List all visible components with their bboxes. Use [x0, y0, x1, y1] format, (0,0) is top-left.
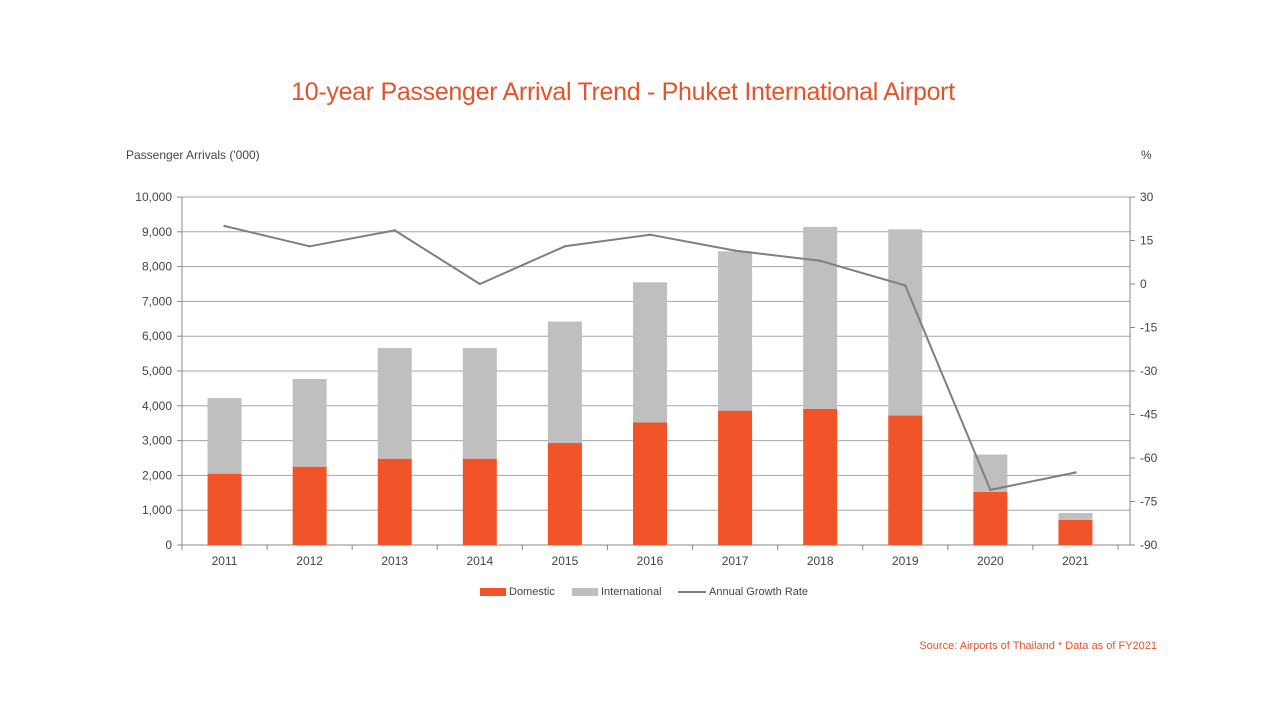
x-tick-label: 2016	[637, 554, 664, 568]
growth-rate-point	[393, 229, 396, 232]
bar-international	[207, 398, 242, 474]
y-tick-label: 10,000	[135, 190, 172, 204]
y2-tick-label: 15	[1140, 234, 1154, 248]
x-tick-label: 2017	[722, 554, 749, 568]
bar-domestic	[973, 491, 1008, 545]
x-tick-label: 2015	[552, 554, 579, 568]
y-tick-label: 8,000	[142, 260, 172, 274]
y2-tick-label: -30	[1140, 364, 1158, 378]
bar-domestic	[547, 443, 582, 545]
legend-swatch-domestic	[480, 588, 506, 596]
legend-label-international: International	[601, 586, 662, 598]
y2-tick-label: 0	[1140, 277, 1147, 291]
bar-international	[718, 251, 753, 411]
growth-rate-point	[1074, 471, 1077, 474]
legend-swatch-growth	[678, 591, 706, 593]
y-tick-label: 3,000	[142, 434, 172, 448]
growth-rate-point	[818, 259, 822, 262]
bar-domestic	[377, 458, 412, 545]
y2-axis-title: %	[1141, 148, 1152, 162]
growth-rate-point	[478, 282, 482, 286]
x-tick-label: 2020	[977, 554, 1004, 568]
bar-international	[888, 229, 923, 416]
bar-domestic	[1058, 519, 1093, 545]
y2-tick-label: -15	[1140, 321, 1158, 335]
legend-item-domestic: Domestic	[480, 586, 555, 598]
source-note: Source: Airports of Thailand * Data as o…	[919, 640, 1157, 652]
y-tick-label: 6,000	[142, 329, 172, 343]
x-tick-label: 2019	[892, 554, 919, 568]
bar-international	[377, 348, 412, 459]
y2-tick-label: -75	[1140, 495, 1158, 509]
chart-title: 10-year Passenger Arrival Trend - Phuket…	[291, 78, 955, 106]
y-tick-label: 0	[165, 538, 172, 552]
bar-domestic	[633, 422, 667, 545]
y-tick-label: 9,000	[142, 225, 172, 239]
y2-tick-label: -60	[1140, 451, 1158, 465]
bar-domestic	[207, 473, 242, 545]
x-tick-label: 2021	[1062, 554, 1089, 568]
bar-domestic	[462, 458, 497, 545]
bar-domestic	[292, 466, 327, 545]
x-tick-label: 2012	[296, 554, 323, 568]
growth-rate-point	[733, 249, 737, 252]
bar-international	[292, 379, 327, 467]
legend-label-domestic: Domestic	[509, 586, 555, 598]
x-tick-label: 2018	[807, 554, 834, 568]
x-tick-label: 2014	[466, 554, 493, 568]
legend-swatch-international	[572, 588, 598, 596]
x-tick-label: 2011	[212, 554, 238, 568]
bar-domestic	[888, 415, 923, 545]
growth-rate-point	[308, 245, 311, 248]
x-tick-label: 2013	[381, 554, 408, 568]
y-tick-label: 1,000	[142, 503, 172, 517]
legend-item-international: International	[572, 586, 662, 598]
growth-rate-point	[989, 488, 992, 492]
y2-tick-label: -45	[1140, 408, 1158, 422]
bar-domestic	[718, 410, 753, 545]
legend-label-growth: Annual Growth Rate	[709, 586, 809, 598]
y-axis-title: Passenger Arrivals ('000)	[126, 148, 260, 162]
y-tick-label: 4,000	[142, 399, 172, 413]
bar-international	[462, 348, 497, 459]
bar-international	[633, 282, 667, 423]
y-tick-label: 5,000	[142, 364, 172, 378]
bar-international	[1058, 512, 1093, 520]
legend-item-growth: Annual Growth Rate	[678, 586, 808, 598]
growth-rate-point	[904, 284, 907, 287]
y2-tick-label: -90	[1140, 538, 1158, 552]
growth-rate-point	[648, 233, 652, 236]
y2-tick-label: 30	[1140, 190, 1154, 204]
y-tick-label: 7,000	[142, 294, 172, 308]
bar-domestic	[803, 408, 838, 545]
growth-rate-point	[223, 224, 226, 228]
bar-international	[547, 321, 582, 444]
bar-international	[803, 226, 838, 409]
y-tick-label: 2,000	[142, 468, 172, 482]
growth-rate-point	[563, 245, 567, 248]
